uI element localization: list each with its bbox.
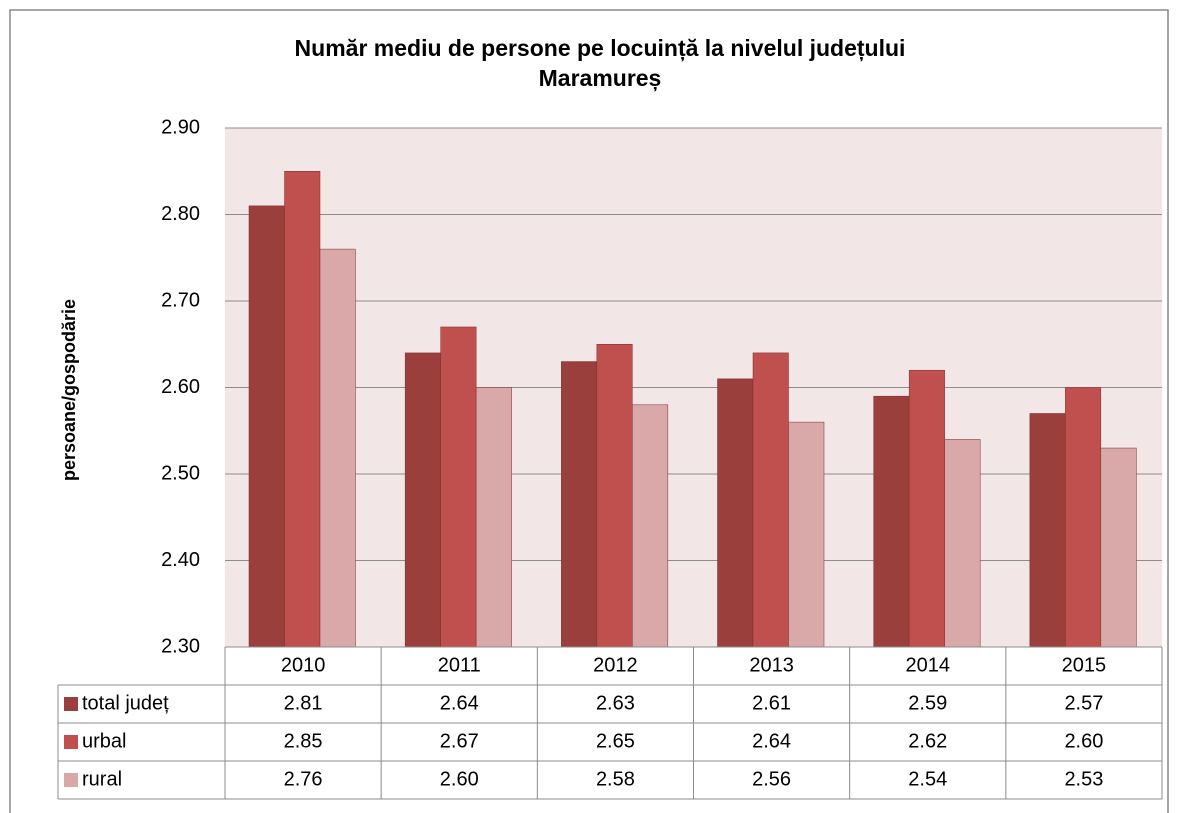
y-tick-label: 2.60 [161,376,200,398]
x-tick-label: 2014 [906,654,951,676]
bar [404,352,441,648]
bar [873,395,910,648]
x-tick-label: 2010 [281,654,326,676]
bar [561,361,598,648]
bar [248,205,285,648]
table-value: 2.62 [908,730,947,752]
legend-label: rural [82,768,122,790]
y-tick-label: 2.80 [161,203,200,225]
table-value: 2.64 [752,730,791,752]
bar [440,326,477,648]
table-value: 2.59 [908,692,947,714]
y-tick-label: 2.90 [161,116,200,138]
chart-title: Număr mediu de persone pe locuință la ni… [295,35,906,62]
table-value: 2.85 [284,730,323,752]
bar [475,387,512,648]
table-value: 2.64 [440,692,479,714]
bar [284,171,321,648]
legend-key [64,773,78,787]
legend-key [64,697,78,711]
table-value: 2.63 [596,692,635,714]
table-value: 2.60 [440,768,479,790]
bar [1029,413,1066,648]
table-value: 2.53 [1064,768,1103,790]
table-value: 2.58 [596,768,635,790]
legend-label: total județ [82,692,169,714]
y-axis-label: persoane/gospodărie [59,299,79,481]
x-tick-label: 2011 [438,654,481,676]
bar [319,248,356,648]
y-tick-label: 2.70 [161,289,200,311]
bar [1065,387,1102,648]
table-value: 2.81 [284,692,323,714]
y-tick-label: 2.40 [161,549,200,571]
table-value: 2.65 [596,730,635,752]
bar [1100,447,1137,648]
table-value: 2.60 [1064,730,1103,752]
chart-subtitle: Maramureș [539,65,662,92]
bar [908,369,945,648]
legend-key [64,735,78,749]
y-tick-label: 2.50 [161,462,200,484]
x-tick-label: 2012 [593,654,638,676]
table-value: 2.61 [752,692,791,714]
y-tick-label: 2.30 [161,635,200,657]
table-value: 2.57 [1064,692,1103,714]
table-value: 2.76 [284,768,323,790]
x-tick-label: 2015 [1062,654,1107,676]
bar [752,352,789,648]
bar [596,344,633,648]
x-tick-label: 2013 [749,654,794,676]
table-value: 2.54 [908,768,947,790]
bar [717,378,754,648]
bar [632,404,669,648]
bar [788,421,825,648]
table-value: 2.67 [440,730,479,752]
legend-label: urbal [82,730,126,752]
table-value: 2.56 [752,768,791,790]
bar [944,439,981,648]
